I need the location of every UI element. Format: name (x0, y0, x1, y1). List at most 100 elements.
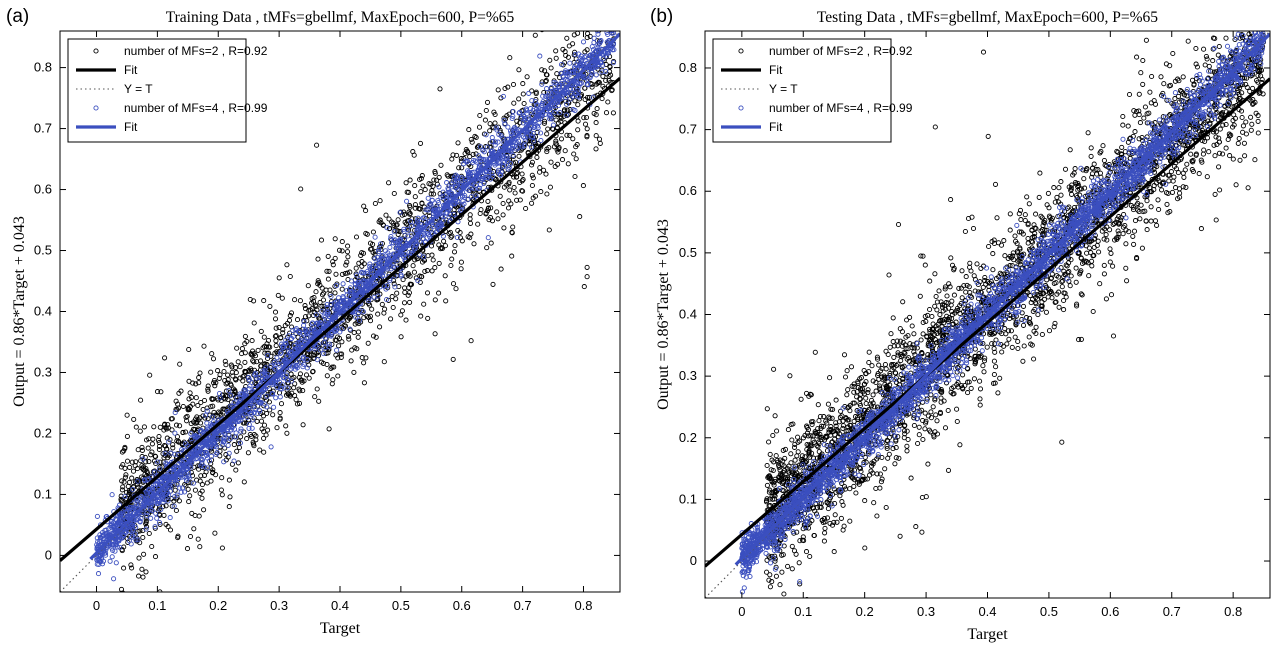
data-point (479, 156, 485, 162)
data-point (513, 174, 520, 180)
data-point (391, 238, 397, 244)
data-point (359, 263, 365, 269)
data-point (395, 217, 401, 223)
data-point (125, 483, 131, 489)
data-point (500, 200, 506, 207)
data-point (506, 181, 512, 187)
data-point (436, 242, 442, 248)
data-point (225, 372, 231, 378)
data-point (455, 175, 461, 181)
data-point (478, 207, 484, 213)
data-point (160, 499, 166, 505)
data-point (558, 115, 564, 121)
data-point (280, 330, 286, 336)
data-point (434, 228, 440, 234)
data-point (428, 191, 434, 197)
data-point (133, 531, 139, 537)
data-point (158, 478, 164, 484)
data-point (249, 411, 255, 418)
data-point (510, 152, 516, 158)
data-point (273, 395, 279, 401)
data-point (144, 513, 150, 519)
data-point (597, 60, 603, 66)
data-point (141, 424, 147, 430)
data-point (584, 23, 588, 27)
data-point (283, 423, 289, 429)
data-point (310, 352, 316, 358)
data-point (412, 239, 418, 245)
data-point (339, 271, 345, 277)
data-point (431, 208, 438, 214)
data-point (788, 451, 794, 457)
data-point (567, 96, 573, 102)
data-point (495, 87, 501, 93)
data-point (458, 208, 464, 214)
data-point (324, 373, 330, 379)
data-point (263, 432, 269, 438)
data-point (259, 371, 265, 377)
data-point (586, 55, 592, 61)
data-point (146, 459, 152, 465)
data-point (139, 463, 145, 469)
data-point (195, 402, 201, 409)
data-point (327, 341, 333, 347)
data-point (866, 349, 872, 355)
data-point (577, 55, 583, 61)
data-point (95, 539, 101, 545)
data-point (403, 180, 409, 186)
data-point (602, 23, 606, 27)
data-point (584, 94, 591, 101)
data-point (522, 138, 528, 144)
data-point (129, 475, 135, 481)
data-point (594, 106, 600, 112)
data-point (197, 478, 203, 484)
data-point (226, 477, 232, 483)
data-point (612, 26, 616, 30)
data-point (412, 205, 418, 211)
data-point (188, 464, 194, 470)
data-point (139, 453, 145, 460)
data-point (313, 312, 319, 318)
data-point (188, 436, 194, 442)
data-point (474, 144, 480, 150)
data-point (188, 421, 194, 427)
data-point (900, 299, 906, 305)
data-point (143, 490, 150, 496)
data-point (273, 325, 279, 331)
data-point (468, 338, 474, 344)
data-point (395, 231, 401, 237)
data-point (432, 331, 438, 337)
data-point (449, 256, 455, 262)
data-point (467, 154, 473, 160)
data-point (198, 456, 204, 462)
data-point (277, 379, 283, 385)
data-point (978, 289, 984, 296)
data-point (210, 469, 216, 475)
data-point (582, 49, 588, 55)
data-point (143, 521, 149, 527)
data-point (370, 229, 376, 235)
data-point (550, 122, 556, 128)
fit-line (89, 32, 620, 561)
data-point (506, 147, 512, 154)
data-point (374, 254, 380, 260)
data-point (216, 375, 222, 381)
data-point (429, 197, 435, 203)
data-point (377, 217, 383, 223)
data-point (412, 194, 418, 200)
data-point (1255, 113, 1261, 119)
data-point (1183, 184, 1189, 190)
data-point (517, 197, 523, 203)
data-point (492, 177, 498, 183)
data-point (567, 132, 573, 138)
data-point (516, 153, 522, 159)
data-point (389, 294, 395, 300)
data-point (473, 182, 479, 188)
data-point (542, 111, 548, 117)
data-point (133, 459, 139, 465)
data-point (265, 353, 271, 359)
data-point (261, 343, 268, 349)
data-point (507, 128, 514, 134)
data-point (377, 277, 383, 283)
data-point (570, 136, 576, 142)
